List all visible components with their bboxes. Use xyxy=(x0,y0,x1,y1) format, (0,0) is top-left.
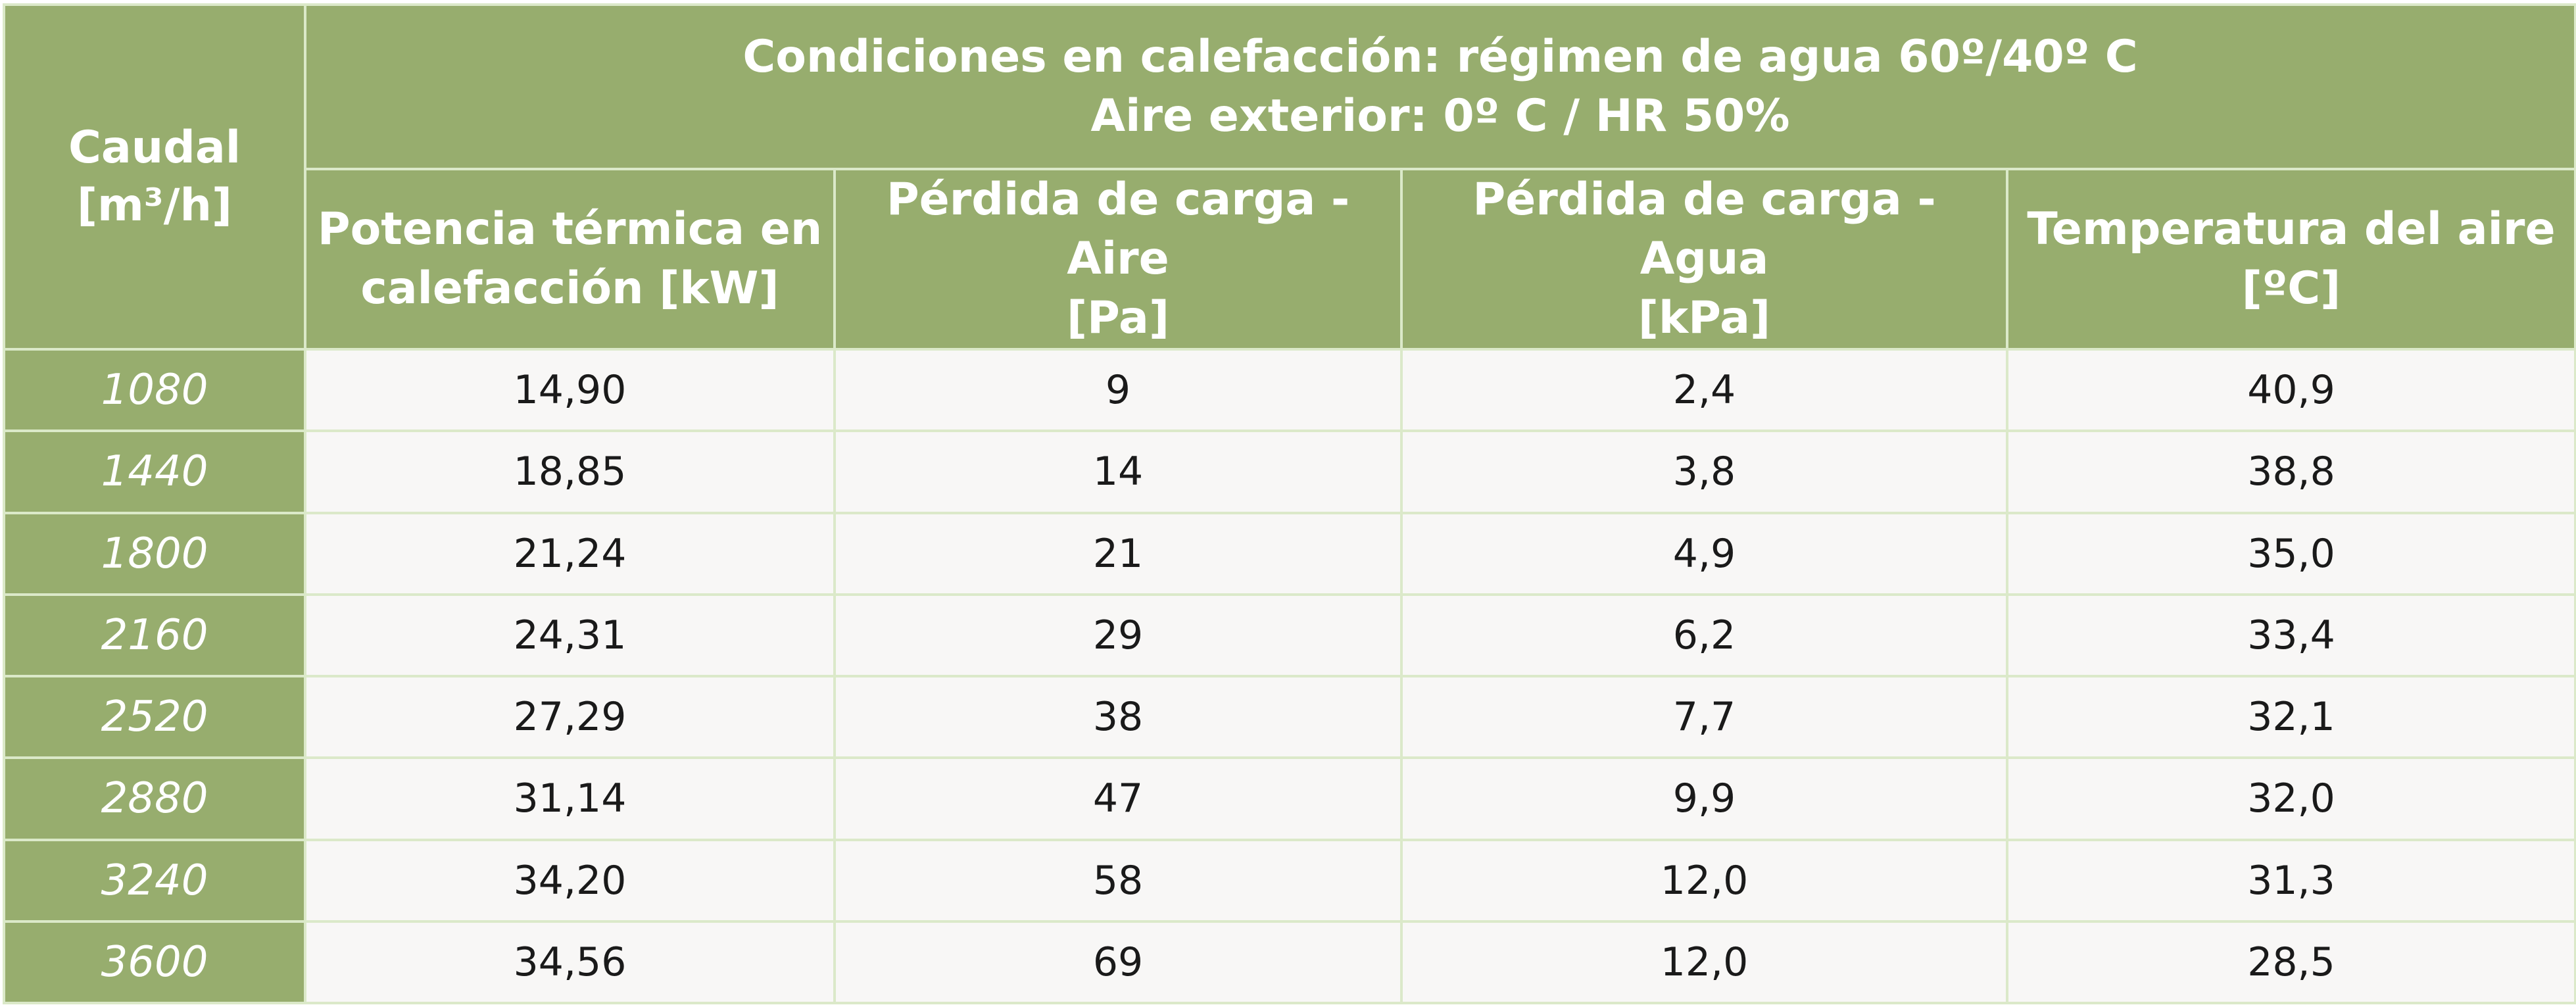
heating-performance-table: Caudal [m³/h] Condiciones en calefacción… xyxy=(3,3,2576,1005)
perdida-aire-cell: 29 xyxy=(833,593,1403,678)
potencia-cell: 18,85 xyxy=(304,430,836,514)
temperatura-cell: 38,8 xyxy=(2005,430,2576,514)
table-row: 3240 34,20 58 12,0 31,3 xyxy=(3,838,2576,923)
column-header-potencia-line2: calefacción [kW] xyxy=(360,262,779,314)
caudal-cell: 3600 xyxy=(3,920,306,1005)
perdida-aire-cell: 47 xyxy=(833,756,1403,841)
temperatura-cell: 28,5 xyxy=(2005,920,2576,1005)
perdida-aire-cell: 21 xyxy=(833,511,1403,596)
conditions-header: Condiciones en calefacción: régimen de a… xyxy=(303,3,2576,170)
column-header-temperatura: Temperatura del aire [ºC] xyxy=(2005,168,2576,351)
column-header-temperatura-line1: Temperatura del aire xyxy=(2027,203,2556,255)
table-row: 2880 31,14 47 9,9 32,0 xyxy=(3,756,2576,841)
caudal-cell: 2880 xyxy=(3,756,306,841)
column-header-perdida-agua-line1: Pérdida de carga - Agua xyxy=(1472,174,1936,285)
table-body: 1080 14,90 9 2,4 40,9 1440 18,85 14 3,8 … xyxy=(3,347,2576,1005)
column-header-perdida-aire-line1: Pérdida de carga - Aire xyxy=(886,174,1350,285)
perdida-agua-cell: 2,4 xyxy=(1400,347,2008,433)
caudal-header-label: Caudal xyxy=(68,122,241,174)
perdida-aire-cell: 38 xyxy=(833,674,1403,760)
potencia-cell: 24,31 xyxy=(304,593,836,678)
perdida-agua-cell: 9,9 xyxy=(1400,756,2008,841)
perdida-agua-cell: 7,7 xyxy=(1400,674,2008,760)
potencia-cell: 14,90 xyxy=(304,347,836,433)
column-header-perdida-aire-line2: [Pa] xyxy=(1066,292,1170,344)
perdida-agua-cell: 12,0 xyxy=(1400,920,2008,1005)
table-row: 1800 21,24 21 4,9 35,0 xyxy=(3,511,2576,596)
potencia-cell: 31,14 xyxy=(304,756,836,841)
caudal-header: Caudal [m³/h] xyxy=(3,3,306,351)
potencia-cell: 21,24 xyxy=(304,511,836,596)
caudal-cell: 2160 xyxy=(3,593,306,678)
temperatura-cell: 31,3 xyxy=(2005,838,2576,923)
caudal-cell: 1440 xyxy=(3,430,306,514)
temperatura-cell: 33,4 xyxy=(2005,593,2576,678)
perdida-aire-cell: 58 xyxy=(833,838,1403,923)
table-row: 2520 27,29 38 7,7 32,1 xyxy=(3,674,2576,760)
perdida-agua-cell: 12,0 xyxy=(1400,838,2008,923)
table-row: 1440 18,85 14 3,8 38,8 xyxy=(3,430,2576,514)
table-row: 1080 14,90 9 2,4 40,9 xyxy=(3,347,2576,433)
header-row-top: Caudal [m³/h] Condiciones en calefacción… xyxy=(3,3,2576,351)
caudal-header-unit: [m³/h] xyxy=(76,180,233,232)
column-header-perdida-agua-line2: [kPa] xyxy=(1638,292,1771,344)
column-header-perdida-agua: Pérdida de carga - Agua [kPa] xyxy=(1400,168,2008,351)
temperatura-cell: 35,0 xyxy=(2005,511,2576,596)
column-header-potencia: Potencia térmica en calefacción [kW] xyxy=(304,168,836,351)
conditions-outdoor-air: Aire exterior: 0º C / HR 50% xyxy=(1090,90,1790,142)
column-header-potencia-line1: Potencia térmica en xyxy=(317,203,823,255)
perdida-aire-cell: 69 xyxy=(833,920,1403,1005)
potencia-cell: 27,29 xyxy=(304,674,836,760)
temperatura-cell: 32,1 xyxy=(2005,674,2576,760)
caudal-cell: 2520 xyxy=(3,674,306,760)
perdida-agua-cell: 3,8 xyxy=(1400,430,2008,514)
perdida-aire-cell: 14 xyxy=(833,430,1403,514)
temperatura-cell: 40,9 xyxy=(2005,347,2576,433)
temperatura-cell: 32,0 xyxy=(2005,756,2576,841)
column-header-temperatura-line2: [ºC] xyxy=(2241,262,2341,314)
header-row-columns: Potencia térmica en calefacción [kW] Pér… xyxy=(4,168,2576,351)
perdida-aire-cell: 9 xyxy=(833,347,1403,433)
caudal-cell: 3240 xyxy=(3,838,306,923)
perdida-agua-cell: 6,2 xyxy=(1400,593,2008,678)
table-row: 2160 24,31 29 6,2 33,4 xyxy=(3,593,2576,678)
column-header-perdida-aire: Pérdida de carga - Aire [Pa] xyxy=(833,168,1403,351)
caudal-cell: 1800 xyxy=(3,511,306,596)
caudal-cell: 1080 xyxy=(3,347,306,433)
perdida-agua-cell: 4,9 xyxy=(1400,511,2008,596)
potencia-cell: 34,20 xyxy=(304,838,836,923)
table-header: Caudal [m³/h] Condiciones en calefacción… xyxy=(3,3,2576,351)
conditions-water-regime: Condiciones en calefacción: régimen de a… xyxy=(742,31,2138,83)
table-row: 3600 34,56 69 12,0 28,5 xyxy=(3,920,2576,1005)
potencia-cell: 34,56 xyxy=(304,920,836,1005)
